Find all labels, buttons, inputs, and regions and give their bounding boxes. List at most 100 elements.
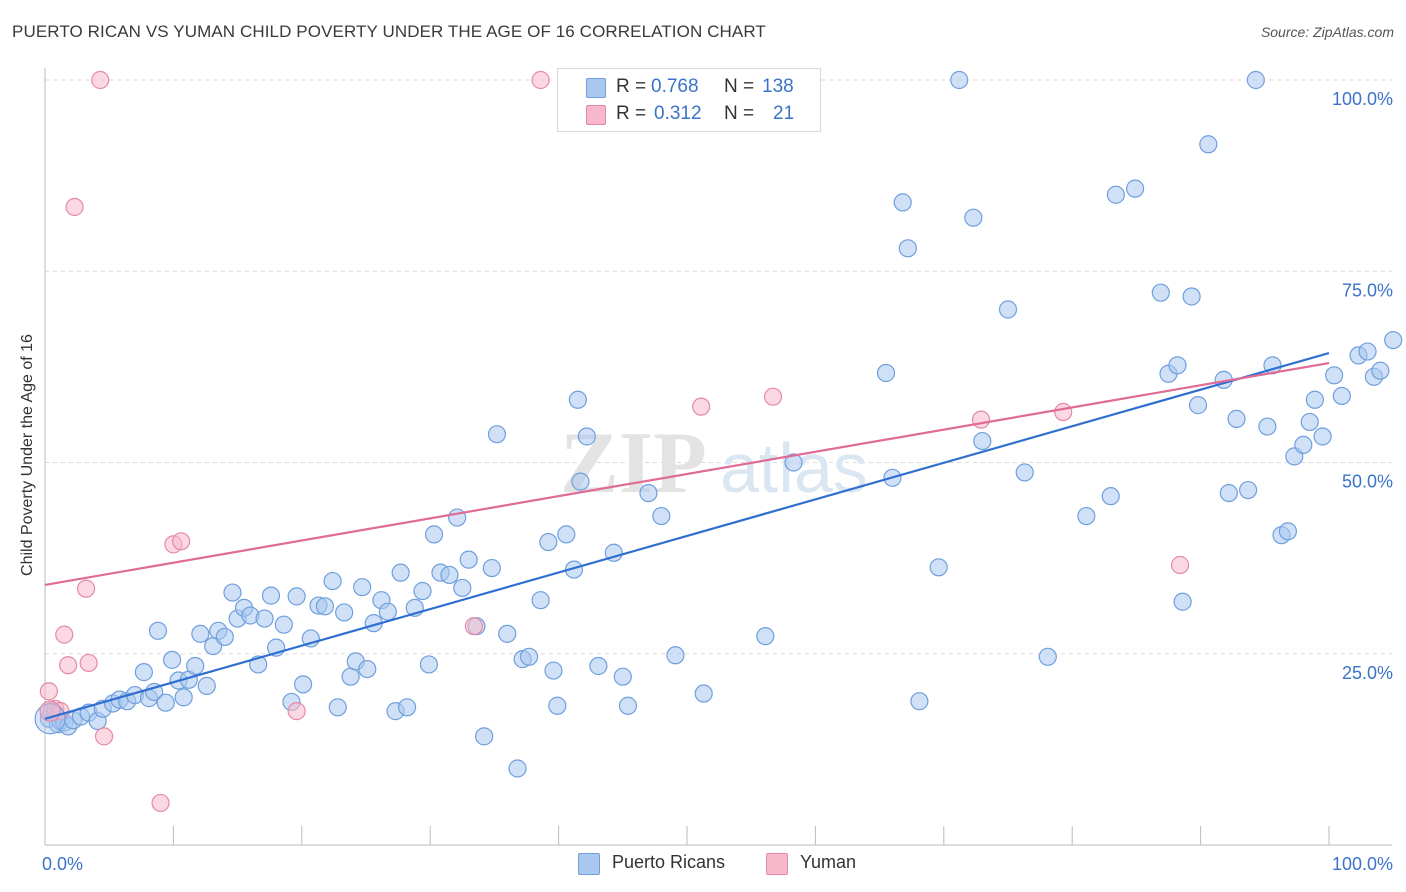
puerto-rican-point	[539, 532, 558, 552]
yuman-point	[763, 387, 783, 406]
puerto-rican-point	[148, 621, 168, 640]
tick-labels: 25.0% 50.0% 75.0% 100.0% 0.0% 100.0%	[42, 89, 1393, 874]
puerto-rican-point	[589, 656, 608, 676]
puerto-rican-point	[1258, 417, 1277, 436]
legend-n-value: 138	[762, 76, 794, 97]
y-tick-label: 100.0%	[1332, 89, 1393, 109]
puerto-rican-point	[287, 587, 306, 606]
puerto-rican-point	[1168, 356, 1187, 375]
puerto-rican-point	[618, 696, 638, 715]
puerto-rican-point	[156, 693, 175, 712]
axes	[44, 68, 1392, 846]
puerto-rican-point	[1371, 361, 1390, 380]
puerto-rican-point	[1294, 435, 1313, 455]
legend-n-label: N =	[724, 103, 755, 124]
x-tick-label: 0.0%	[42, 854, 83, 874]
legend-box: R = 0.768 N = 138 R = 0.312 N = 21	[557, 68, 821, 132]
puerto-rican-point	[1188, 396, 1208, 415]
puerto-rican-point	[453, 578, 472, 598]
bottom-legend-label: Puerto Ricans	[612, 852, 726, 872]
legend-row-puerto-ricans: R = 0.768 N = 138	[558, 73, 820, 101]
trend-lines	[44, 352, 1330, 720]
puerto-rican-point	[1278, 522, 1298, 541]
puerto-rican-point	[191, 624, 210, 643]
puerto-rican-point	[898, 239, 917, 258]
puerto-rican-point	[341, 667, 360, 686]
puerto-rican-point	[440, 565, 459, 585]
yuman-point	[287, 702, 306, 721]
puerto-rican-point	[1325, 366, 1344, 385]
yuman-point	[172, 532, 191, 551]
yuman-point	[65, 197, 84, 217]
puerto-rican-point	[694, 684, 713, 703]
puerto-rican-trend-line	[44, 352, 1330, 720]
legend-swatch-puerto-ricans	[586, 78, 606, 98]
puerto-rican-point	[666, 646, 685, 665]
legend-row-yuman: R = 0.312 N = 21	[558, 100, 820, 128]
puerto-rican-point	[577, 427, 596, 446]
puerto-rican-point	[557, 525, 576, 544]
yuman-point	[55, 625, 74, 644]
yuman-point	[971, 410, 991, 429]
yuman-trend-line	[44, 361, 1330, 586]
puerto-rican-point	[335, 603, 354, 622]
legend-r-label: R =	[616, 76, 647, 97]
puerto-rican-point	[613, 667, 632, 686]
puerto-rican-point	[1313, 427, 1332, 446]
yuman-point	[94, 727, 114, 746]
puerto-rican-point	[1015, 463, 1034, 482]
puerto-rican-point	[223, 583, 242, 602]
puerto-rican-point	[475, 727, 494, 746]
puerto-rican-point	[910, 692, 929, 711]
yuman-point	[1054, 402, 1073, 422]
puerto-rican-point	[1300, 412, 1319, 432]
legend-n-value: 21	[773, 103, 795, 124]
puerto-rican-point	[531, 591, 550, 610]
chart-title: PUERTO RICAN VS YUMAN CHILD POVERTY UNDE…	[12, 22, 766, 41]
puerto-rican-point	[353, 578, 372, 597]
data-points	[34, 70, 1403, 813]
puerto-rican-point	[215, 627, 234, 647]
puerto-rican-point	[756, 627, 775, 646]
puerto-rican-point	[950, 70, 969, 90]
puerto-rican-point	[998, 300, 1018, 319]
puerto-rican-point	[134, 663, 153, 682]
puerto-rican-point	[255, 609, 274, 628]
y-tick-label: 75.0%	[1342, 280, 1393, 300]
puerto-rican-point	[548, 696, 567, 715]
puerto-rican-point	[784, 453, 803, 472]
puerto-rican-point	[893, 193, 912, 212]
legend-r-value: 0.768	[651, 76, 699, 97]
puerto-rican-point	[459, 550, 478, 569]
bottom-legend-label: Yuman	[800, 852, 857, 872]
puerto-rican-point	[544, 661, 563, 680]
puerto-rican-point	[358, 659, 377, 679]
yuman-point	[151, 793, 170, 813]
yuman-point	[76, 579, 96, 598]
puerto-rican-point	[1101, 487, 1120, 506]
puerto-rican-point	[1182, 287, 1201, 306]
puerto-rican-point	[293, 675, 313, 694]
yuman-point	[91, 70, 110, 90]
puerto-rican-point	[1151, 283, 1170, 302]
puerto-rican-point	[378, 602, 397, 621]
yuman-point	[79, 653, 98, 673]
puerto-rican-point	[397, 698, 417, 717]
grid-lines	[45, 79, 1392, 655]
puerto-rican-point	[323, 571, 342, 591]
yuman-point	[1170, 555, 1190, 575]
puerto-rican-point	[487, 425, 507, 444]
puerto-rican-point	[419, 655, 439, 674]
yuman-point	[39, 682, 58, 701]
yuman-point	[692, 397, 711, 416]
puerto-rican-point	[315, 597, 335, 616]
puerto-rican-point	[391, 563, 410, 582]
puerto-rican-point	[186, 656, 205, 676]
puerto-rican-point	[498, 624, 517, 643]
legend-r-value: 0.312	[654, 103, 702, 124]
puerto-rican-point	[274, 615, 293, 634]
source-label: Source: ZipAtlas.com	[1260, 24, 1394, 40]
puerto-rican-point	[1077, 506, 1096, 526]
legend-swatch-yuman	[586, 105, 606, 125]
